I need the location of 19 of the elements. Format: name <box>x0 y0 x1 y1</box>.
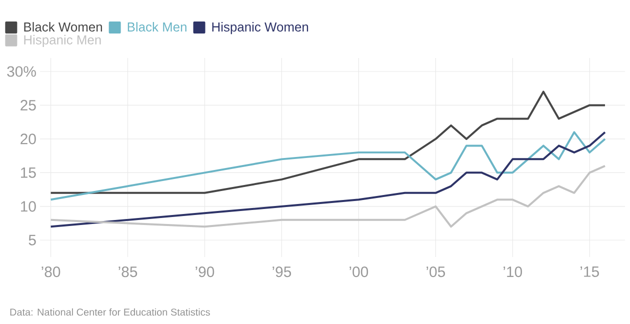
x-tick-label: ’85 <box>118 266 138 278</box>
y-tick-label: 25 <box>20 100 36 110</box>
x-tick-label: ’15 <box>580 266 599 277</box>
legend-label: Hispanic Women <box>212 22 308 34</box>
y-tick-label: 30% <box>7 66 36 77</box>
text: Data: National Center for Education Statistics <box>10 308 210 316</box>
legend-label: Black Women <box>24 22 102 32</box>
legend-label: Black Men <box>128 22 186 32</box>
x-tick-label: ’90 <box>196 266 214 278</box>
y-tick-label: 5 <box>28 234 36 246</box>
y-tick-label: 10 <box>21 201 36 212</box>
legend-label: Hispanic Men <box>24 34 101 48</box>
x-tick-label: ’10 <box>504 266 522 278</box>
x-tick-label: ’95 <box>272 266 292 278</box>
y-tick-label: 15 <box>21 167 36 178</box>
y-tick-label: 20 <box>20 134 36 144</box>
x-tick-label: ’00 <box>350 266 368 278</box>
x-tick-label: ’80 <box>42 266 60 278</box>
x-tick-label: ’05 <box>426 266 445 278</box>
